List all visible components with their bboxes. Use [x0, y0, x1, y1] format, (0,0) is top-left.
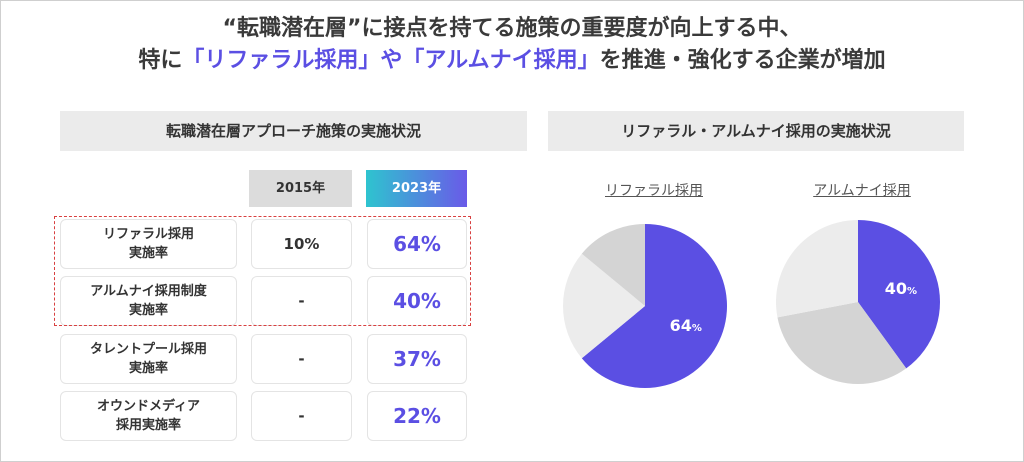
slide-title: “転職潜在層”に接点を持てる施策の重要度が向上する中、 特に「リファラル採用」や…: [0, 14, 1024, 78]
pie-section-header: リファラル・アルムナイ採用の実施状況: [548, 111, 964, 151]
title-line-2-prefix: 特に: [138, 48, 183, 73]
pie-data-label-unit: %: [692, 323, 702, 334]
row-label: リファラル採用 実施率: [60, 219, 237, 269]
row-label-line-2: 実施率: [128, 303, 168, 318]
row-value-2023: 40%: [367, 276, 467, 326]
pie-slice: [776, 220, 858, 318]
row-value-2023: 22%: [367, 391, 467, 441]
row-label-line-1: アルムナイ採用制度: [90, 284, 207, 299]
table-section-header: 転職潜在層アプローチ施策の実施状況: [60, 111, 527, 151]
row-label-line-1: オウンドメディア: [96, 399, 201, 414]
row-value-2015: 10%: [251, 219, 352, 269]
row-value-2023: 37%: [367, 334, 467, 384]
title-line-2: 特に「リファラル採用」や「アルムナイ採用」を推進・強化する企業が増加: [0, 44, 1024, 78]
pie-slice: [581, 224, 645, 306]
col-header-2015: 2015年: [249, 170, 352, 207]
title-line-1: “転職潜在層”に接点を持てる施策の重要度が向上する中、: [222, 16, 802, 41]
pie-data-label: 64%: [670, 316, 702, 335]
row-value-2015: -: [251, 276, 352, 326]
pie-chart-referral: 64%: [563, 224, 727, 388]
row-label-line-2: 実施率: [128, 361, 168, 376]
pie-slice: [858, 220, 940, 369]
pie-title-referral: リファラル採用: [605, 183, 703, 199]
pie-title-alumni: アルムナイ採用: [813, 183, 911, 199]
title-line-2-highlight: 「リファラル採用」や「アルムナイ採用」: [182, 48, 600, 73]
row-label: タレントプール採用 実施率: [60, 334, 237, 384]
row-value-2023: 64%: [367, 219, 467, 269]
title-line-2-suffix: を推進・強化する企業が増加: [599, 48, 886, 73]
row-value-2015: -: [251, 391, 352, 441]
pie-data-label-unit: %: [907, 286, 917, 297]
row-label-line-2: 実施率: [128, 246, 168, 261]
row-label: オウンドメディア 採用実施率: [60, 391, 237, 441]
pie-data-label-value: 40: [885, 279, 907, 298]
row-label-line-1: リファラル採用: [102, 227, 194, 242]
pie-slice: [563, 253, 645, 359]
pie-data-label-value: 64: [670, 316, 692, 335]
pie-slice: [581, 224, 727, 388]
row-value-2015: -: [251, 334, 352, 384]
row-label-line-2: 採用実施率: [115, 418, 181, 433]
pie-slice: [777, 302, 907, 384]
pie-chart-alumni: 40%: [776, 220, 940, 384]
pie-data-label: 40%: [885, 279, 917, 298]
col-header-2023: 2023年: [366, 170, 467, 207]
highlight-box: [54, 216, 471, 326]
row-label-line-1: タレントプール採用: [89, 342, 207, 357]
